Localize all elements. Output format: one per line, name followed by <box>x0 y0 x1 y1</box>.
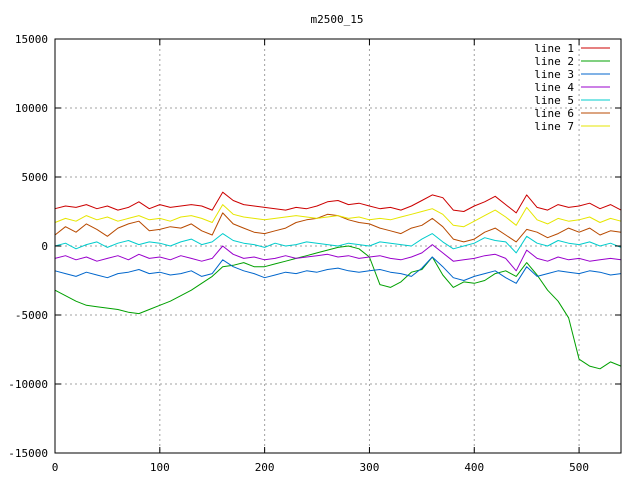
grid <box>55 39 621 453</box>
x-tick-label: 100 <box>150 461 170 474</box>
y-tick-label: -15000 <box>8 447 48 460</box>
series-line-6 <box>54 212 622 243</box>
legend-label-line-2: line 2 <box>534 55 574 68</box>
series-line-1 <box>54 191 622 214</box>
y-tick-label: 10000 <box>15 102 48 115</box>
legend-label-line-3: line 3 <box>534 68 574 81</box>
series-line-3 <box>54 256 622 284</box>
x-tick-label: 500 <box>569 461 589 474</box>
series-line-4 <box>54 244 622 272</box>
series-lines <box>54 191 622 370</box>
y-tick-label: 15000 <box>15 33 48 46</box>
x-tick-label: 200 <box>255 461 275 474</box>
legend-label-line-7: line 7 <box>534 120 574 133</box>
series-line-5 <box>54 233 622 254</box>
x-tick-label: 0 <box>52 461 59 474</box>
legend-label-line-5: line 5 <box>534 94 574 107</box>
y-tick-label: -5000 <box>15 309 48 322</box>
y-tick-label: -10000 <box>8 378 48 391</box>
y-tick-label: 5000 <box>22 171 49 184</box>
series-line-2 <box>54 245 622 370</box>
series-line-7 <box>54 204 622 228</box>
legend-label-line-6: line 6 <box>534 107 574 120</box>
legend-label-line-4: line 4 <box>534 81 574 94</box>
x-tick-label: 300 <box>360 461 380 474</box>
legend-label-line-1: line 1 <box>534 42 574 55</box>
chart-title: m2500_15 <box>311 13 364 26</box>
x-tick-label: 400 <box>464 461 484 474</box>
axes: 0 100 200 300 400 500 -15000 -10000 -5000 0 5000 10… <box>8 33 621 474</box>
y-tick-label: 0 <box>41 240 48 253</box>
